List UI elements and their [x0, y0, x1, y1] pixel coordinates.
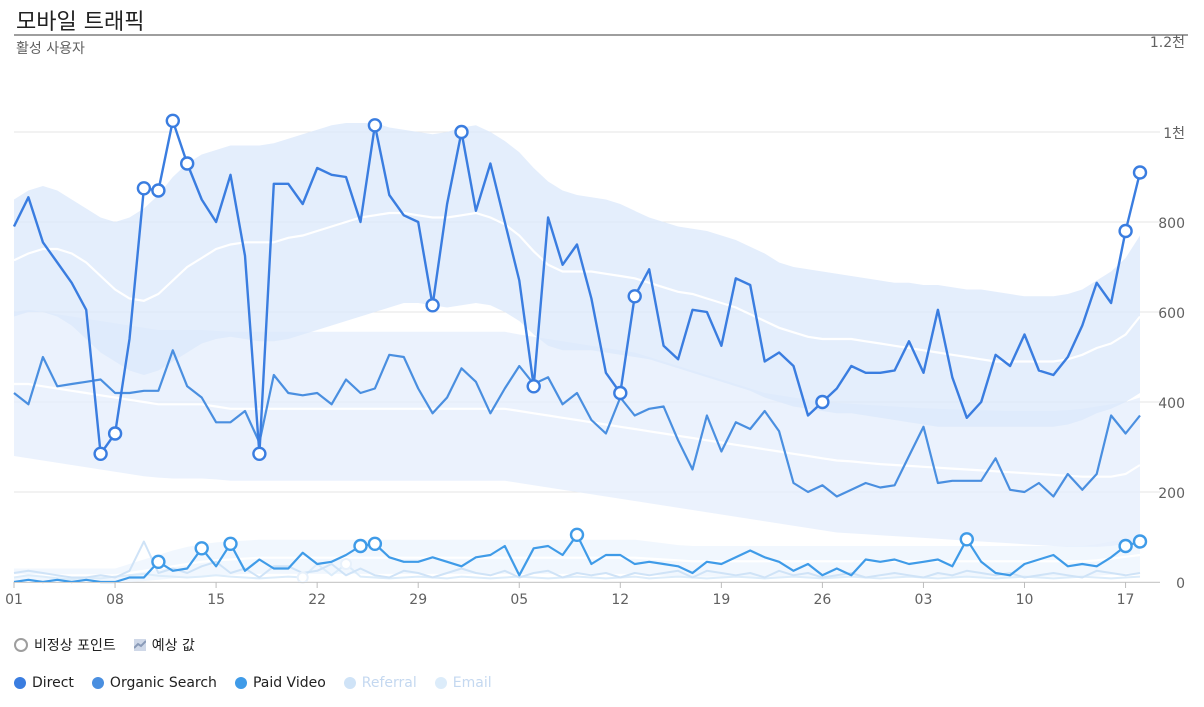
x-tick-label: 19	[712, 592, 730, 608]
legend-projection[interactable]: 예상 값	[133, 635, 195, 655]
email-point	[340, 558, 353, 570]
anomaly-point	[151, 554, 166, 569]
title-divider	[14, 34, 1188, 36]
projection-mean-paid-video	[14, 553, 1141, 577]
x-tick-label: 01	[5, 592, 23, 608]
y-tick-label: 800	[1158, 216, 1185, 232]
x-tick-label: 12	[611, 592, 629, 608]
legend-anomaly-label: 비정상 포인트	[34, 638, 116, 654]
legend-series: Direct Organic Search Paid Video Referral Em…	[14, 675, 492, 691]
x-tick-label: 26	[813, 592, 831, 608]
y-tick-label: 0	[1176, 576, 1185, 592]
legend-series-label: Organic Search	[109, 675, 217, 691]
anomaly-point	[815, 394, 830, 410]
anomaly-point	[959, 532, 974, 547]
anomaly-point	[179, 156, 195, 171]
projection-mean-organic-search	[14, 382, 1141, 478]
legend-series-direct[interactable]: Direct	[14, 675, 74, 691]
y-tick-label: 1.2천	[1150, 35, 1185, 51]
series-line-email	[13, 563, 1141, 581]
x-tick-label: 03	[915, 592, 933, 608]
projection-band-direct	[14, 123, 1140, 427]
legend-series-organic-search[interactable]: Organic Search	[91, 675, 217, 691]
anomaly-point	[194, 541, 209, 556]
x-tick-label: 17	[1117, 592, 1135, 608]
chart-title: 모바일 트래픽	[16, 10, 145, 35]
y-tick-label: 400	[1158, 396, 1185, 412]
legend-projection-label: 예상 값	[151, 638, 195, 654]
anomaly-point	[252, 446, 267, 461]
x-tick-label: 22	[308, 592, 326, 608]
anomaly-point	[1118, 223, 1133, 239]
legend-series-label: Email	[452, 675, 492, 691]
projection-band-organic-search	[14, 309, 1140, 547]
anomaly-point	[1132, 165, 1148, 180]
legend-series-paid-video[interactable]: Paid Video	[234, 675, 326, 691]
x-tick-label: 15	[207, 592, 225, 608]
x-tick-label: 05	[510, 592, 528, 608]
legend-dot-icon	[434, 677, 447, 689]
x-tick-label: 08	[106, 592, 124, 608]
legend-dot-icon	[14, 677, 26, 689]
anomaly-point	[151, 183, 166, 198]
series-line-referral	[13, 540, 1141, 579]
anomaly-point	[353, 538, 368, 554]
email-point	[296, 571, 309, 584]
anomaly-point	[1118, 538, 1133, 554]
anomaly-point	[165, 113, 181, 129]
series-line-direct	[12, 119, 1142, 455]
legend-anomaly[interactable]: 비정상 포인트	[14, 635, 116, 655]
legend-markers: 비정상 포인트 예상 값	[14, 635, 195, 655]
legend-series-email[interactable]: Email	[434, 675, 492, 691]
anomaly-point	[613, 385, 628, 401]
anomaly-ring-icon	[14, 638, 28, 652]
legend-series-label: Referral	[361, 675, 417, 691]
projection-band-icon	[133, 639, 146, 651]
legend-dot-icon	[91, 677, 104, 689]
anomaly-point	[93, 446, 108, 461]
projection-mean-direct	[13, 211, 1141, 363]
y-tick-label: 600	[1158, 306, 1185, 322]
anomaly-point	[425, 298, 440, 313]
legend-series-label: Direct	[32, 675, 74, 691]
y-tick-label: 200	[1158, 486, 1185, 502]
anomaly-point	[223, 536, 238, 551]
legend-dot-icon	[234, 677, 247, 689]
anomaly-point	[107, 426, 123, 441]
anomaly-point	[454, 124, 469, 140]
series-line-organic-search	[13, 349, 1141, 498]
y-tick-label: 1천	[1163, 126, 1185, 142]
chart-subtitle: 활성 사용자	[16, 41, 85, 57]
legend-series-referral[interactable]: Referral	[343, 675, 417, 691]
anomaly-point	[569, 527, 585, 542]
x-tick-label: 10	[1016, 592, 1034, 608]
traffic-chart[interactable]: 02004006008001천1.2천015월08152229056월12192…	[0, 30, 1204, 610]
anomaly-point	[526, 379, 541, 394]
anomaly-point	[136, 181, 152, 196]
legend-series-label: Paid Video	[252, 675, 326, 691]
x-tick-label: 29	[409, 592, 427, 608]
anomaly-point	[1132, 534, 1148, 549]
anomaly-point	[627, 289, 642, 304]
anomaly-point	[367, 118, 383, 133]
legend-dot-icon	[343, 677, 356, 689]
anomaly-point	[367, 536, 383, 551]
